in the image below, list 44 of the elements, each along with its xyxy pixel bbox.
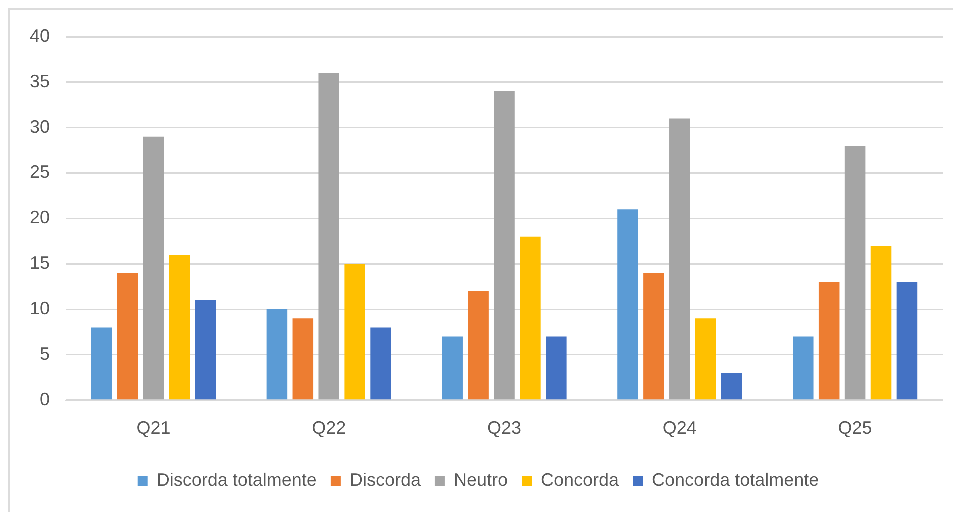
legend-label: Discorda totalmente	[156, 470, 317, 490]
bar	[494, 92, 515, 400]
bar	[195, 300, 216, 400]
y-tick-label: 30	[30, 116, 50, 137]
bar	[520, 236, 541, 400]
x-tick-label: Q24	[662, 418, 697, 438]
bar	[721, 373, 742, 400]
bar	[468, 291, 489, 400]
y-tick-label: 10	[30, 298, 50, 319]
y-tick-label: 40	[30, 26, 50, 46]
x-tick-label: Q21	[136, 418, 171, 438]
bar	[896, 282, 918, 400]
bar	[370, 328, 392, 400]
x-tick-label: Q23	[487, 418, 522, 438]
legend-label: Concorda	[540, 470, 620, 490]
bar	[546, 336, 567, 400]
bar	[670, 118, 690, 400]
x-tick-label: Q25	[838, 418, 872, 438]
bar	[442, 336, 463, 400]
y-tick-label: 0	[40, 389, 50, 410]
bar	[292, 318, 314, 400]
bar	[318, 73, 340, 400]
bar	[844, 146, 866, 400]
y-tick-label: 35	[30, 71, 50, 92]
y-tick-label: 25	[30, 162, 50, 182]
bar	[618, 210, 638, 400]
bar	[143, 136, 164, 400]
y-tick-label: 20	[30, 208, 50, 228]
bar	[870, 246, 892, 400]
legend-label: Concorda totalmente	[652, 470, 820, 490]
bar	[266, 310, 288, 400]
x-tick-label: Q22	[312, 418, 346, 438]
bar	[344, 264, 366, 400]
bar	[644, 273, 664, 400]
bar	[91, 328, 112, 400]
y-tick-label: 15	[30, 253, 50, 274]
bar	[117, 273, 138, 400]
legend-label: Neutro	[454, 470, 508, 490]
bar	[793, 336, 814, 400]
legend-label: Discorda	[350, 470, 422, 490]
bar	[695, 318, 716, 400]
bar	[169, 255, 190, 400]
bar	[818, 282, 840, 400]
y-tick-label: 5	[40, 344, 50, 364]
